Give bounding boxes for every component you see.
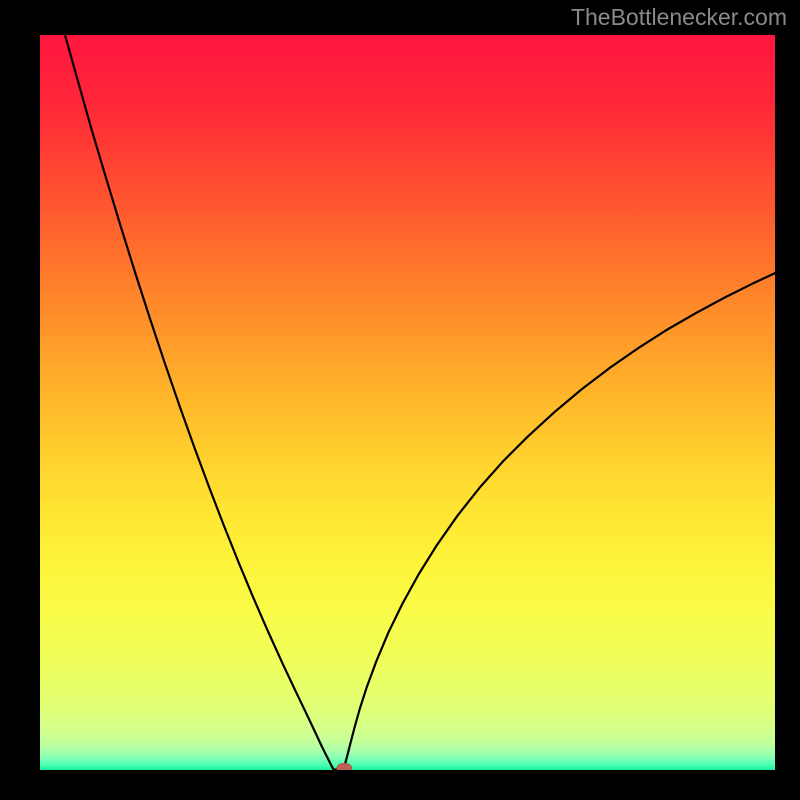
- chart-frame: [40, 35, 775, 770]
- gradient-background: [40, 35, 775, 770]
- bottleneck-chart: [40, 35, 775, 770]
- watermark-text: TheBottlenecker.com: [571, 4, 787, 31]
